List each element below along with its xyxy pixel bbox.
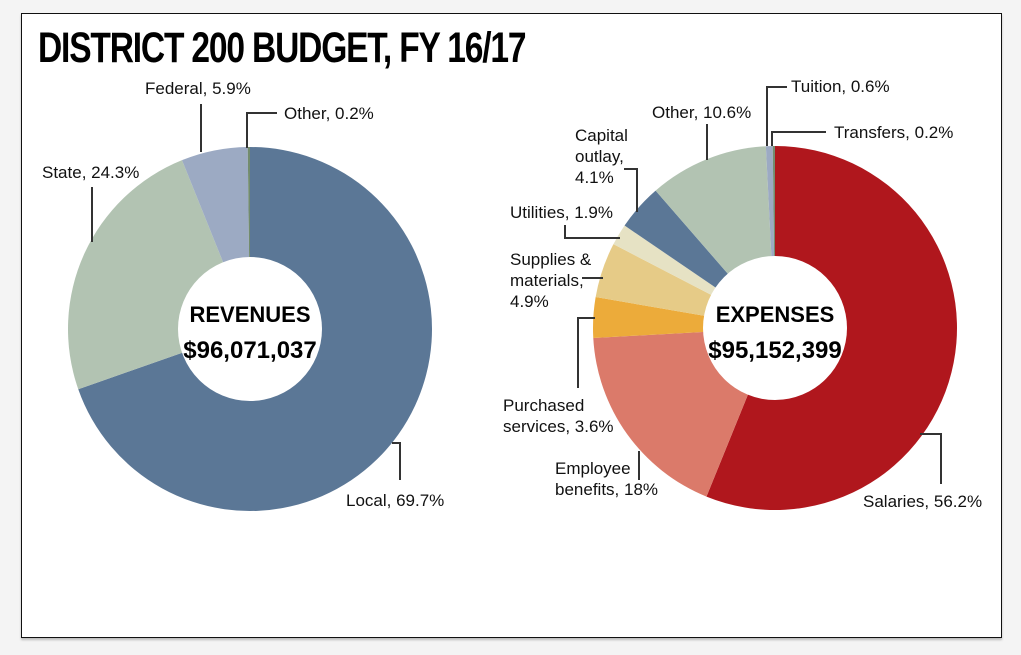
label-rev-other: Other, 0.2% xyxy=(284,104,374,123)
label-exp-supplies-2: materials, xyxy=(510,271,584,290)
leader-exp-tuition xyxy=(766,86,787,146)
label-exp-benefits-1: Employee xyxy=(555,459,631,478)
leader-exp-utilities xyxy=(564,225,620,239)
label-exp-purchased-1: Purchased xyxy=(503,396,584,415)
expenses-center-value: $95,152,399 xyxy=(708,337,841,364)
label-exp-purchased-2: services, 3.6% xyxy=(503,417,614,436)
expenses-hole xyxy=(703,256,847,400)
label-exp-other: Other, 10.6% xyxy=(652,103,751,122)
label-rev-federal: Federal, 5.9% xyxy=(145,79,251,98)
leader-rev-other xyxy=(246,112,277,148)
label-exp-tuition: Tuition, 0.6% xyxy=(791,77,890,96)
revenues-center-title: REVENUES xyxy=(189,302,310,327)
leader-exp-capital xyxy=(624,168,638,212)
label-exp-capital-2: outlay, xyxy=(575,147,624,166)
label-exp-benefits-2: benefits, 18% xyxy=(555,480,658,499)
chart-title: DISTRICT 200 BUDGET, FY 16/17 xyxy=(38,24,527,72)
label-exp-utilities: Utilities, 1.9% xyxy=(510,203,613,222)
expenses-center-title: EXPENSES xyxy=(716,302,835,327)
label-exp-capital-3: 4.1% xyxy=(575,168,614,187)
revenues-hole xyxy=(178,257,322,401)
label-exp-transfers: Transfers, 0.2% xyxy=(834,123,953,142)
leader-exp-salaries xyxy=(920,433,942,484)
revenues-center-value: $96,071,037 xyxy=(183,337,316,364)
label-exp-supplies-1: Supplies & xyxy=(510,250,592,269)
label-exp-salaries: Salaries, 56.2% xyxy=(863,492,982,511)
leader-exp-purchased xyxy=(577,317,595,388)
label-exp-capital-1: Capital xyxy=(575,126,628,145)
leader-exp-transfers xyxy=(771,131,826,146)
label-rev-state: State, 24.3% xyxy=(42,163,139,182)
leader-rev-local xyxy=(392,442,401,480)
label-rev-local: Local, 69.7% xyxy=(346,491,444,510)
label-exp-supplies-3: 4.9% xyxy=(510,292,549,311)
